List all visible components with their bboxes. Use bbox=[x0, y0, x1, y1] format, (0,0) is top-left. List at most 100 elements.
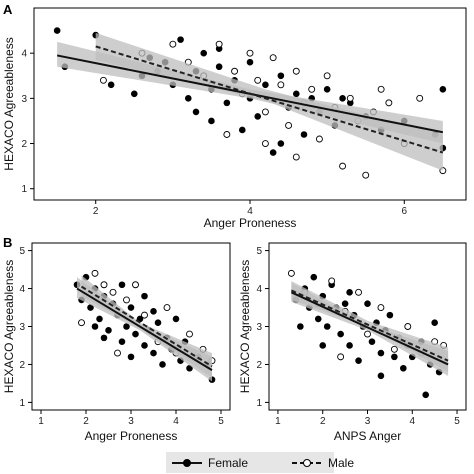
chart2-male-point bbox=[328, 277, 336, 285]
chart0-male-ci-band bbox=[95, 32, 443, 171]
chart1-y-tick-label: 3 bbox=[19, 322, 25, 333]
chart2-x-tick-label: 5 bbox=[454, 416, 460, 427]
chart1-female-point bbox=[150, 308, 157, 315]
chart2-male-fit-line bbox=[290, 289, 449, 362]
chart0-female-point bbox=[107, 81, 115, 89]
chart1-female-point bbox=[132, 330, 139, 338]
chart2-male-ci-band bbox=[291, 280, 449, 373]
chart2-y-tick-label: 2 bbox=[256, 360, 262, 371]
chart1-male-point bbox=[78, 319, 85, 327]
legend-label-female: Female bbox=[208, 456, 248, 470]
chart1-female-point bbox=[154, 319, 162, 327]
chart1-y-tick-label: 1 bbox=[19, 398, 25, 409]
chart2-female-point bbox=[377, 372, 385, 380]
chart0-plot-area bbox=[53, 27, 447, 179]
chart0-male-point bbox=[385, 99, 393, 107]
chart0-male-point bbox=[277, 81, 285, 89]
chart0-y-tick-label: 2 bbox=[21, 139, 27, 150]
panel-letter-b: B bbox=[3, 235, 12, 250]
chart1-male-point bbox=[114, 349, 121, 357]
chart0-male-point bbox=[261, 108, 269, 116]
chart2-x-axis-title: ANPS Anger bbox=[334, 429, 401, 443]
chart2-y-tick-label: 3 bbox=[256, 322, 262, 333]
chart0-female-point bbox=[277, 72, 285, 80]
chart1-female-point bbox=[123, 323, 130, 330]
chart1-x-tick-label: 3 bbox=[128, 416, 134, 427]
chart2-male-point bbox=[390, 345, 398, 353]
chart2-female-point bbox=[368, 338, 376, 345]
chart1-y-tick-label: 2 bbox=[19, 360, 25, 371]
chart1-male-point bbox=[100, 281, 108, 289]
chart0-male-point bbox=[261, 140, 269, 147]
chart0-male-point bbox=[292, 67, 300, 75]
chart0-male-point bbox=[285, 122, 293, 129]
chart1-female-point bbox=[127, 304, 135, 311]
chart2-female-point bbox=[355, 357, 362, 364]
chart0-male-point bbox=[377, 85, 385, 93]
chart2-female-point bbox=[400, 364, 407, 372]
panel-letter-a: A bbox=[3, 2, 13, 17]
chart2-female-point bbox=[391, 353, 398, 361]
chart2-female-point bbox=[386, 311, 394, 319]
chart0-female-point bbox=[177, 36, 184, 43]
chart1-x-tick-label: 2 bbox=[83, 416, 89, 427]
chart1-male-point bbox=[91, 269, 99, 277]
chart0-female-point bbox=[246, 58, 254, 66]
chart0-male-point bbox=[99, 76, 107, 84]
chart2-female-point bbox=[346, 289, 353, 296]
legend: Female Male bbox=[166, 452, 354, 473]
legend-marker-male bbox=[303, 459, 311, 467]
chart2-plot-area bbox=[287, 269, 449, 399]
chart0-male-point bbox=[362, 171, 370, 179]
chart1-male-point bbox=[141, 311, 148, 319]
chart1-female-point bbox=[141, 342, 148, 349]
chart2-x-tick-label: 2 bbox=[320, 416, 326, 427]
chart0-male-point bbox=[269, 54, 277, 62]
chart1-female-fit-line bbox=[76, 287, 213, 372]
chart0-x-tick-label: 4 bbox=[247, 206, 253, 217]
chart0-male-fit-line bbox=[95, 45, 444, 154]
chart1-female-point bbox=[118, 338, 126, 345]
chart0-male-point bbox=[346, 94, 354, 102]
chart0-female-point bbox=[130, 90, 138, 98]
chart1-male-fit-line bbox=[80, 285, 213, 368]
chart1-y-tick-label: 4 bbox=[19, 284, 25, 295]
chart0-female-point bbox=[292, 90, 300, 98]
chart1-female-point bbox=[159, 361, 166, 368]
chart2-female-point bbox=[431, 319, 438, 327]
legend-box bbox=[166, 452, 334, 473]
chart1-male-point bbox=[132, 281, 139, 289]
chart2-y-tick-label: 1 bbox=[256, 398, 262, 409]
legend-key-male bbox=[292, 459, 322, 467]
chart1-plot-area bbox=[73, 269, 216, 383]
chart0-male-point bbox=[292, 153, 300, 161]
chart1-female-point bbox=[141, 292, 148, 300]
chart1-female-point bbox=[127, 353, 135, 361]
chart0-male-point bbox=[169, 40, 177, 48]
chart0-female-point bbox=[53, 27, 61, 34]
chart2-female-fit-line bbox=[290, 291, 449, 366]
chart0-x-axis-title: Anger Proneness bbox=[204, 216, 297, 230]
chart0-y-tick-label: 1 bbox=[21, 184, 27, 195]
chart2-female-point bbox=[422, 391, 430, 399]
chart1-male-point bbox=[186, 330, 193, 338]
chart0-male-point bbox=[215, 40, 223, 48]
chart2-male-point bbox=[355, 288, 362, 296]
chart2-male-point bbox=[364, 330, 371, 338]
chart0-y-axis-title: HEXACO Agreeableness bbox=[2, 37, 16, 170]
chart0-y-tick-label: 4 bbox=[21, 49, 27, 60]
chart2-female-point bbox=[314, 315, 322, 323]
chart2-y-tick-label: 5 bbox=[256, 246, 262, 257]
chart0-y-tick-label: 3 bbox=[21, 94, 27, 105]
chart1-x-tick-label: 5 bbox=[218, 416, 224, 427]
chart0-male-point bbox=[323, 72, 331, 80]
chart0-female-point bbox=[200, 49, 208, 57]
chart0-male-point bbox=[254, 76, 262, 84]
chart1-female-point bbox=[91, 323, 99, 330]
chart2-y-axis-title: HEXACO Agreeableness bbox=[238, 260, 252, 393]
chart0-female-point bbox=[208, 117, 215, 125]
chart2-male-point bbox=[287, 269, 295, 277]
legend-marker-female bbox=[183, 459, 191, 467]
chart1-female-point bbox=[100, 334, 108, 342]
